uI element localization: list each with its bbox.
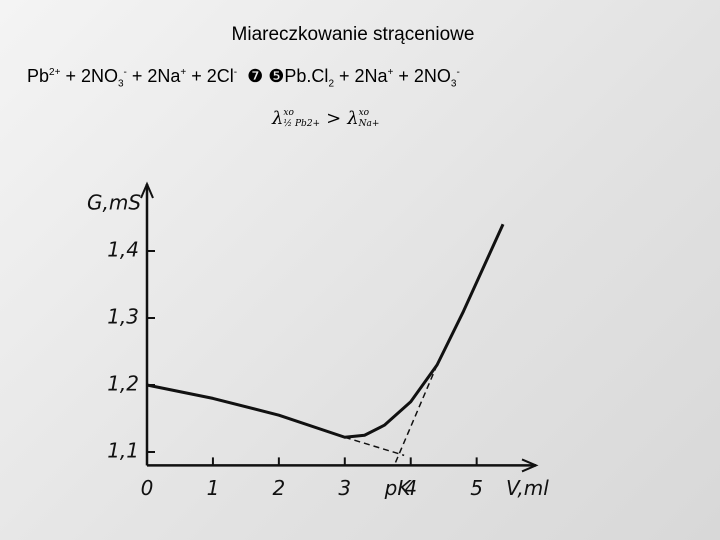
extrapolation-line <box>344 436 405 457</box>
x-axis-label: V,ml <box>506 476 549 500</box>
y-tick-label: 1,4 <box>107 238 139 262</box>
formula: λ xo ½ Pb2+ > λ xo Na+ <box>272 108 379 130</box>
equation-text: Pb <box>27 66 50 86</box>
y-arrow <box>140 181 154 199</box>
equation-text: + 2Na <box>334 66 388 86</box>
equation-text: + 2NO <box>393 66 451 86</box>
equation-superscript: 2+ <box>49 67 61 78</box>
equation-superscript: - <box>456 67 460 78</box>
x-tick-label: 1 <box>207 476 220 500</box>
extrapolation-line <box>393 364 438 466</box>
lambda: λ <box>272 108 284 129</box>
y-tick-label: 1,3 <box>107 305 139 329</box>
indices: xo Na+ <box>359 108 380 130</box>
equation-text: + 2Cl <box>186 66 234 86</box>
equation-subscript: 3 <box>450 78 457 90</box>
title: Miareczkowanie strąceniowe <box>231 24 475 45</box>
x-tick-label: pK <box>384 476 413 500</box>
equation-subscript: 2 <box>328 78 334 90</box>
x-arrow <box>521 458 539 473</box>
equation-text: + 2NO <box>60 66 118 86</box>
y-tick-label: 1,2 <box>107 372 139 396</box>
x-tick-label: 0 <box>141 476 154 500</box>
equation-text: ❼ ❺Pb.Cl <box>237 66 329 86</box>
titration-curve <box>146 223 505 439</box>
equation-subscript: 3 <box>117 78 124 90</box>
x-tick-label: 5 <box>470 476 483 500</box>
x-tick-label: 4 <box>404 476 417 500</box>
equation-superscript: - <box>123 67 127 78</box>
lambda-sup: xo <box>283 108 294 118</box>
equation: Pb2+ + 2NO3- + 2Na+ + 2Cl- ❼ ❺Pb.Cl2 + 2… <box>27 66 460 90</box>
lambda-sub: Na+ <box>358 119 380 129</box>
equation-superscript: - <box>233 67 238 78</box>
x-tick-label: 2 <box>272 476 285 500</box>
equation-superscript: + <box>387 67 394 78</box>
y-axis-label: G,mS <box>87 191 141 215</box>
relation: > <box>326 108 342 129</box>
equation-text: + 2Na <box>126 66 181 86</box>
x-tick-label: 3 <box>338 476 351 500</box>
indices: xo ½ Pb2+ <box>283 108 320 130</box>
equation-superscript: + <box>180 67 187 78</box>
lambda: λ <box>347 108 359 129</box>
y-tick-label: 1,1 <box>107 439 139 463</box>
lambda-sup: xo <box>358 108 370 118</box>
lambda-sub: ½ Pb2+ <box>283 119 321 129</box>
